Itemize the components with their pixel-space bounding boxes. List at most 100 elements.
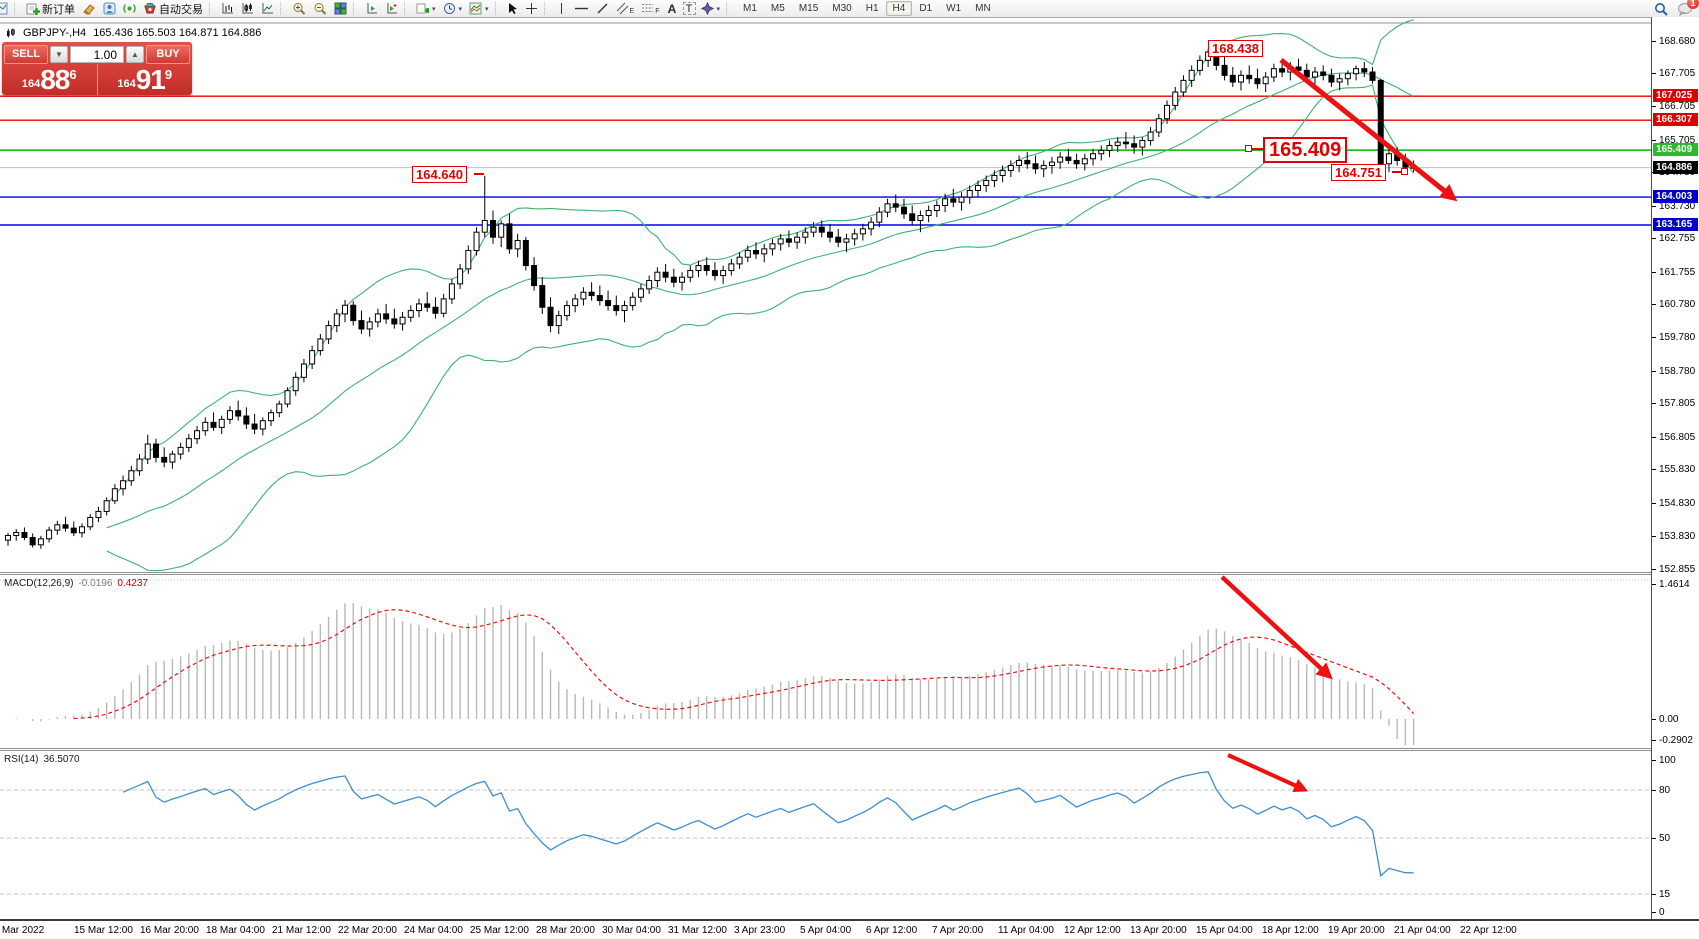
- price-axis[interactable]: 168.680167.705166.705165.705164.730163.7…: [1651, 17, 1699, 919]
- candle[interactable]: [1320, 71, 1327, 76]
- candle[interactable]: [440, 298, 447, 314]
- candle[interactable]: [1155, 118, 1162, 133]
- new-chart-window-icon[interactable]: [363, 1, 380, 16]
- cursor-icon[interactable]: [505, 1, 520, 16]
- candle[interactable]: [1040, 164, 1047, 170]
- candle[interactable]: [637, 288, 644, 298]
- candle[interactable]: [514, 240, 521, 250]
- candle[interactable]: [152, 443, 159, 458]
- candle[interactable]: [687, 270, 694, 278]
- candle[interactable]: [1385, 153, 1392, 165]
- candle[interactable]: [1369, 71, 1376, 81]
- candle[interactable]: [399, 316, 406, 325]
- candle[interactable]: [777, 238, 784, 245]
- candle[interactable]: [1336, 78, 1343, 83]
- candle[interactable]: [900, 206, 907, 215]
- candle[interactable]: [827, 231, 833, 238]
- candle[interactable]: [588, 291, 595, 297]
- candle[interactable]: [1122, 141, 1129, 145]
- candle[interactable]: [522, 240, 529, 267]
- candle[interactable]: [87, 516, 94, 528]
- candle[interactable]: [1377, 79, 1384, 165]
- candle[interactable]: [383, 313, 390, 320]
- candle[interactable]: [1238, 74, 1244, 83]
- candle[interactable]: [785, 238, 792, 243]
- candle[interactable]: [276, 403, 283, 414]
- annotation-march-high[interactable]: 164.640: [412, 166, 467, 183]
- candle[interactable]: [1353, 68, 1360, 75]
- candle[interactable]: [1172, 91, 1179, 106]
- candle[interactable]: [54, 524, 61, 531]
- crosshair-icon[interactable]: [523, 1, 540, 16]
- template-button[interactable]: ▾: [467, 1, 491, 16]
- buy-button[interactable]: BUY: [146, 44, 190, 64]
- candle[interactable]: [728, 263, 735, 272]
- candle[interactable]: [1098, 149, 1105, 155]
- bid-price[interactable]: 164 88 6: [2, 64, 98, 95]
- candle[interactable]: [144, 443, 151, 460]
- candle[interactable]: [78, 526, 85, 534]
- tab-timeframe-h4[interactable]: H4: [885, 1, 913, 16]
- candle[interactable]: [169, 453, 176, 463]
- candle[interactable]: [646, 280, 653, 290]
- candle[interactable]: [950, 198, 957, 203]
- candle[interactable]: [1131, 143, 1138, 148]
- time-axis[interactable]: 14 Mar 2022 15 Mar 12:00 16 Mar 20:00 18 Ma…: [0, 919, 1699, 939]
- panel-separator[interactable]: [0, 748, 1652, 751]
- candle[interactable]: [983, 179, 990, 186]
- candle[interactable]: [350, 304, 357, 322]
- candle[interactable]: [473, 231, 480, 252]
- volume-input[interactable]: 1.00: [70, 45, 124, 63]
- channel-icon[interactable]: E: [614, 1, 637, 16]
- tile-windows-icon[interactable]: [332, 1, 349, 16]
- rsi-panel[interactable]: [0, 751, 1652, 919]
- candle[interactable]: [1303, 69, 1310, 78]
- zoom-out-icon[interactable]: [311, 1, 329, 16]
- candle[interactable]: [120, 480, 127, 490]
- candle[interactable]: [925, 209, 932, 216]
- new-order-button[interactable]: 新订单: [24, 1, 77, 16]
- candle[interactable]: [720, 270, 727, 277]
- candle[interactable]: [974, 184, 981, 191]
- candle[interactable]: [843, 238, 850, 243]
- candle[interactable]: [218, 418, 225, 428]
- candle[interactable]: [769, 243, 776, 250]
- annotation-swing-high[interactable]: 168.438: [1208, 40, 1263, 57]
- candle[interactable]: [13, 531, 20, 536]
- candle[interactable]: [1007, 164, 1014, 171]
- candle[interactable]: [1262, 76, 1269, 85]
- candle[interactable]: [1344, 73, 1351, 80]
- candle[interactable]: [876, 211, 883, 223]
- candle[interactable]: [917, 214, 924, 222]
- candle[interactable]: [432, 306, 439, 314]
- candle[interactable]: [136, 458, 143, 472]
- tab-timeframe-d1[interactable]: D1: [919, 3, 933, 14]
- candle[interactable]: [70, 527, 77, 534]
- tab-timeframe-m1[interactable]: M1: [743, 3, 757, 14]
- candle[interactable]: [251, 423, 258, 430]
- candle[interactable]: [325, 325, 332, 340]
- candle[interactable]: [859, 228, 866, 235]
- candle[interactable]: [1065, 156, 1072, 161]
- tab-timeframe-mn[interactable]: MN: [975, 3, 991, 14]
- tab-timeframe-m30[interactable]: M30: [832, 3, 852, 14]
- volume-down-button[interactable]: ▼: [50, 45, 68, 63]
- candle[interactable]: [317, 338, 324, 352]
- candle[interactable]: [892, 203, 899, 208]
- candle[interactable]: [243, 415, 250, 425]
- candle[interactable]: [605, 300, 612, 307]
- candle[interactable]: [5, 534, 11, 541]
- candle[interactable]: [1229, 74, 1236, 83]
- candle[interactable]: [1139, 139, 1146, 148]
- candle[interactable]: [563, 305, 570, 317]
- candle[interactable]: [1147, 131, 1154, 141]
- macd-panel[interactable]: [0, 575, 1652, 748]
- candle[interactable]: [268, 412, 275, 422]
- panel-separator[interactable]: [0, 572, 1652, 575]
- candle[interactable]: [226, 410, 233, 420]
- tab-timeframe-w1[interactable]: W1: [946, 3, 962, 14]
- add-indicator-button[interactable]: ▾: [414, 1, 438, 16]
- candle[interactable]: [933, 204, 940, 211]
- candle[interactable]: [1196, 59, 1203, 71]
- candle[interactable]: [309, 350, 316, 365]
